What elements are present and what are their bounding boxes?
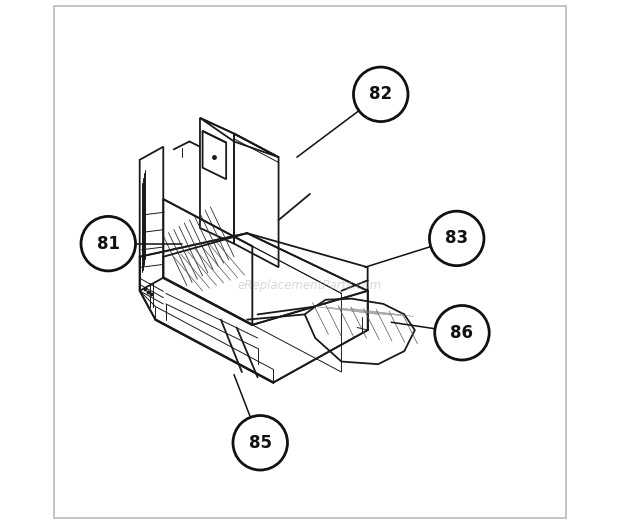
Circle shape: [233, 416, 288, 470]
Text: 81: 81: [97, 235, 120, 253]
Text: 86: 86: [451, 324, 474, 342]
Text: eReplacementParts.com: eReplacementParts.com: [238, 279, 382, 292]
Circle shape: [435, 305, 489, 360]
Circle shape: [353, 67, 408, 122]
Circle shape: [81, 216, 136, 271]
Text: 83: 83: [445, 230, 468, 247]
Circle shape: [430, 211, 484, 266]
Text: 85: 85: [249, 434, 272, 452]
Text: 82: 82: [369, 85, 392, 103]
